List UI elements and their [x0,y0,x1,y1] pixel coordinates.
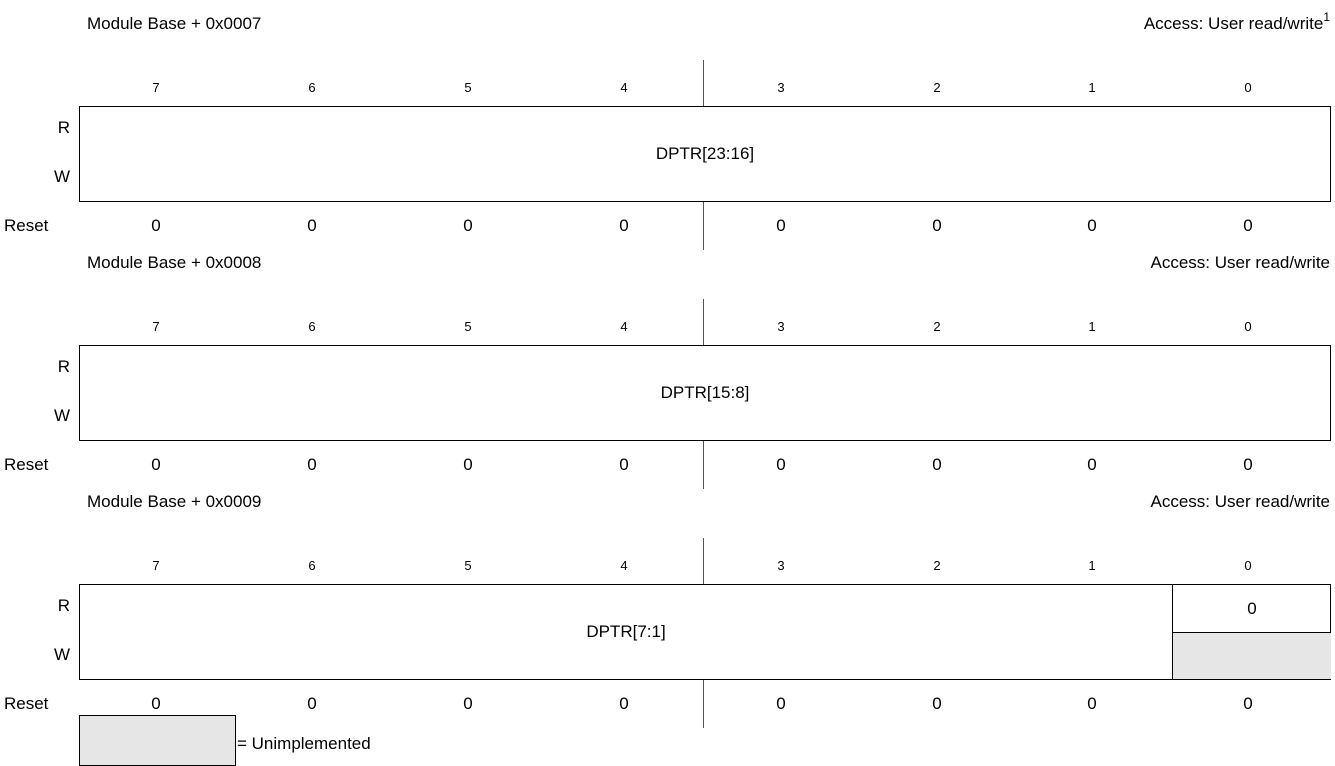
reset-value-bit-1: 0 [1087,694,1097,713]
bit-number-0: 0 [1244,80,1252,95]
nibble-divider-bottom [703,441,704,489]
reset-value-bit-3: 0 [776,216,786,235]
register-field-box: DPTR[7:1] 0 [79,584,1331,680]
reset-value-bit-4: 0 [619,694,629,713]
register-access: Access: User read/write [1150,253,1331,272]
bit-number-1: 1 [1088,558,1096,573]
bit0-unimplemented-write [1173,633,1331,679]
bit-number-2: 2 [933,319,941,334]
reset-row-label: Reset [4,455,49,474]
register-address: Module Base + 0x0009 [87,492,262,511]
bit-number-4: 4 [620,80,628,95]
reset-value-bit-2: 0 [932,694,942,713]
bit0-cell: 0 [1172,585,1331,679]
reset-value-bit-2: 0 [932,216,942,235]
access-footnote: 1 [1323,10,1330,25]
register-field-box: DPTR[15:8] [79,345,1331,441]
bit-number-4: 4 [620,319,628,334]
bit-number-6: 6 [308,80,316,95]
nibble-divider-top [703,60,704,106]
bit-number-6: 6 [308,319,316,334]
reset-value-bit-6: 0 [307,455,317,474]
write-row-label: W [53,406,70,425]
reset-value-bit-7: 0 [151,216,161,235]
bit-number-2: 2 [933,558,941,573]
reset-row-label: Reset [4,216,49,235]
bit-number-3: 3 [777,80,785,95]
reset-value-bit-0: 0 [1243,694,1253,713]
reset-value-bit-1: 0 [1087,216,1097,235]
write-row-label: W [53,645,70,664]
reset-value-bit-3: 0 [776,694,786,713]
bit-number-1: 1 [1088,80,1096,95]
reset-value-bit-2: 0 [932,455,942,474]
register-field-box: DPTR[23:16] [79,106,1331,202]
reset-value-bit-4: 0 [619,455,629,474]
bit-number-5: 5 [464,319,472,334]
nibble-divider-top [703,299,704,345]
reset-value-bit-5: 0 [463,694,473,713]
reset-value-bit-5: 0 [463,455,473,474]
bit-number-0: 0 [1244,558,1252,573]
bit-number-3: 3 [777,319,785,334]
bit-number-3: 3 [777,558,785,573]
register-0x0007: Module Base + 0x0007 Access: User read/w… [0,11,1335,254]
nibble-divider-bottom [703,202,704,250]
reset-value-bit-0: 0 [1243,455,1253,474]
reset-value-bit-6: 0 [307,694,317,713]
reset-value-bit-0: 0 [1243,216,1253,235]
register-address: Module Base + 0x0008 [87,253,262,272]
bit-number-5: 5 [464,80,472,95]
reset-value-bit-7: 0 [151,694,161,713]
reset-value-bit-3: 0 [776,455,786,474]
nibble-divider-bottom [703,680,704,728]
register-address: Module Base + 0x0007 [87,14,262,33]
write-row-label: W [53,167,70,186]
reset-row-label: Reset [4,694,49,713]
reset-value-bit-5: 0 [463,216,473,235]
bit-number-5: 5 [464,558,472,573]
field-name: DPTR[23:16] [655,144,755,163]
read-row-label: R [57,357,70,376]
access-text: Access: User read/write [1143,14,1324,33]
bit-number-7: 7 [152,80,160,95]
reset-value-bit-1: 0 [1087,455,1097,474]
register-access: Access: User read/write [1150,492,1331,511]
bit-number-4: 4 [620,558,628,573]
register-0x0008: Module Base + 0x0008 Access: User read/w… [0,253,1335,493]
bit-number-6: 6 [308,558,316,573]
bit-number-2: 2 [933,80,941,95]
unimplemented-swatch [79,715,236,766]
bit-number-1: 1 [1088,319,1096,334]
bit-number-7: 7 [152,319,160,334]
read-row-label: R [57,596,70,615]
nibble-divider-top [703,538,704,584]
field-name: DPTR[7:1] [586,622,666,641]
register-access: Access: User read/write1 [1143,11,1330,34]
bit-number-0: 0 [1244,319,1252,334]
read-row-label: R [57,118,70,137]
reset-value-bit-4: 0 [619,216,629,235]
legend-text: = Unimplemented [237,734,371,753]
bit0-read-value: 0 [1173,585,1331,633]
register-0x0009: Module Base + 0x0009 Access: User read/w… [0,492,1335,732]
bit-number-7: 7 [152,558,160,573]
reset-value-bit-6: 0 [307,216,317,235]
field-name: DPTR[15:8] [660,383,750,402]
reset-value-bit-7: 0 [151,455,161,474]
